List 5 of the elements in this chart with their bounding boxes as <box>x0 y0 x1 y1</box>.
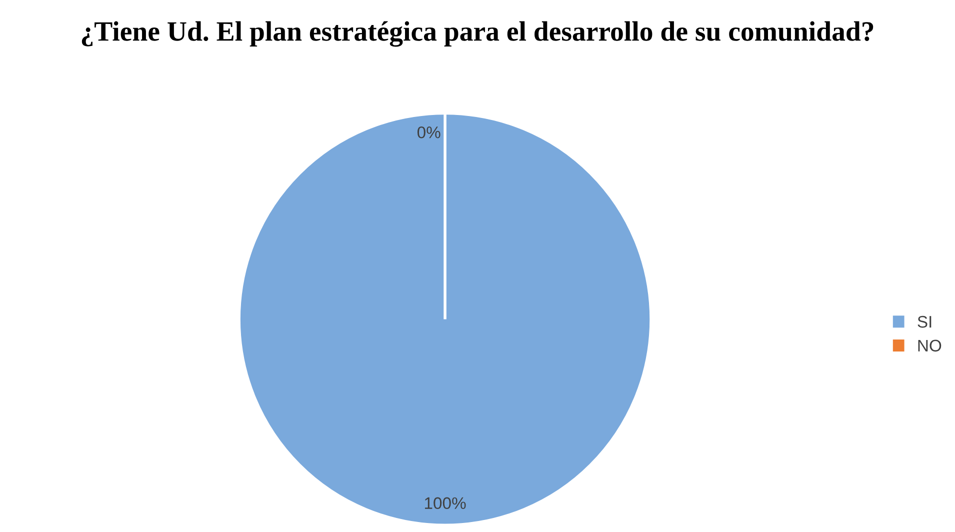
legend-label: NO <box>918 340 942 352</box>
legend-label: SI <box>918 316 932 328</box>
chart-title: ¿Tiene Ud. El plan estratégica para el desarrollo de su comunidad? <box>82 21 874 47</box>
text: 0% <box>417 126 440 138</box>
data-label: 100% <box>424 497 466 510</box>
